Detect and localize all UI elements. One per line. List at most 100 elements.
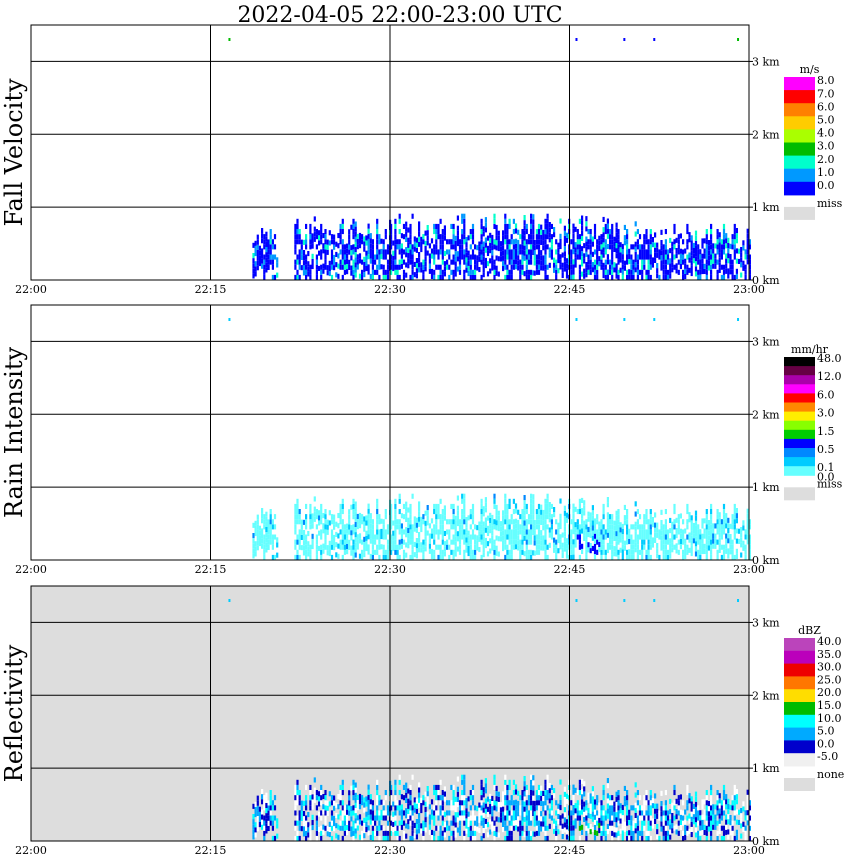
echo-cell xyxy=(367,534,370,540)
echo-cell xyxy=(705,229,708,235)
echo-cell xyxy=(517,260,520,266)
echo-cell xyxy=(300,529,303,535)
echo-cell xyxy=(378,820,381,826)
echo-cell xyxy=(452,259,455,265)
echo-cell xyxy=(675,824,678,830)
echo-cell xyxy=(448,810,451,816)
echo-cell xyxy=(521,264,524,270)
echo-cell xyxy=(701,830,704,836)
echo-cell xyxy=(688,517,691,523)
echo-cell xyxy=(296,274,299,280)
echo-cell xyxy=(527,815,531,821)
echo-cell xyxy=(343,249,346,255)
echo-cell xyxy=(328,826,331,832)
echo-cell xyxy=(731,805,734,811)
echo-cell xyxy=(530,810,533,816)
echo-cell xyxy=(619,522,622,528)
echo-cell xyxy=(365,250,368,256)
echo-cell xyxy=(682,820,685,826)
echo-cell xyxy=(514,539,518,545)
echo-cell xyxy=(461,774,464,780)
echo-cell xyxy=(343,254,346,260)
echo-cell xyxy=(585,810,588,816)
echo-cell xyxy=(738,528,741,534)
echo-cell xyxy=(712,248,715,254)
echo-cell xyxy=(508,498,511,504)
echo-cell xyxy=(742,801,745,807)
echo-cell xyxy=(694,266,698,272)
echo-cell xyxy=(609,820,612,826)
echo-cell xyxy=(450,503,453,509)
echo-cell xyxy=(602,247,605,253)
echo-cell xyxy=(514,523,518,529)
echo-cell xyxy=(662,524,665,530)
echo-cell xyxy=(550,810,553,816)
echo-cell xyxy=(441,509,444,515)
echo-cell xyxy=(371,539,374,545)
echo-cell xyxy=(611,830,614,836)
echo-cell xyxy=(596,244,599,250)
echo-cell xyxy=(254,827,257,833)
echo-cell xyxy=(424,827,427,833)
echo-cell xyxy=(619,547,622,553)
echo-cell xyxy=(458,539,462,545)
echo-cell xyxy=(380,809,383,815)
echo-cell xyxy=(710,223,713,229)
echo-cell xyxy=(525,790,528,796)
echo-cell xyxy=(626,529,629,535)
echo-cell xyxy=(722,554,726,560)
echo-cell xyxy=(591,525,594,531)
echo-cell xyxy=(656,803,659,809)
echo-cell xyxy=(493,805,496,811)
echo-cell xyxy=(384,790,387,796)
echo-cell xyxy=(565,829,569,835)
echo-cell xyxy=(424,812,427,818)
echo-cell xyxy=(649,539,652,545)
echo-cell xyxy=(320,534,323,540)
echo-cell xyxy=(324,254,327,260)
echo-cell xyxy=(606,244,609,250)
echo-cell xyxy=(671,828,674,834)
echo-cell xyxy=(482,828,485,834)
echo-cell xyxy=(502,266,505,272)
echo-cell xyxy=(298,539,301,545)
echo-cell xyxy=(725,824,728,830)
echo-cell xyxy=(254,261,257,267)
echo-cell xyxy=(361,800,364,806)
echo-cell xyxy=(537,549,541,555)
echo-cell xyxy=(261,533,264,539)
echo-cell xyxy=(563,246,566,252)
echo-cell xyxy=(514,789,518,795)
echo-cell xyxy=(504,234,507,240)
echo-cell xyxy=(409,274,412,280)
echo-cell xyxy=(435,825,438,831)
echo-cell xyxy=(441,534,444,540)
echo-cell xyxy=(694,230,698,236)
echo-cell xyxy=(369,258,372,264)
echo-cell xyxy=(441,815,444,821)
echo-cell xyxy=(400,814,403,820)
echo-cell xyxy=(514,784,518,790)
echo-cell xyxy=(537,259,541,265)
echo-cell xyxy=(679,814,682,820)
colorbar-swatch xyxy=(784,155,815,170)
echo-cell xyxy=(443,541,446,547)
echo-cell xyxy=(415,824,418,830)
echo-cell xyxy=(641,830,644,836)
echo-cell xyxy=(714,814,717,820)
echo-cell xyxy=(563,261,566,267)
echo-cell xyxy=(398,524,401,530)
echo-cell xyxy=(422,795,425,801)
echo-cell xyxy=(636,229,639,235)
echo-cell xyxy=(669,273,672,279)
echo-cell xyxy=(537,790,541,796)
echo-cell xyxy=(525,784,528,790)
echo-cell xyxy=(390,825,393,831)
echo-cell xyxy=(333,234,336,240)
echo-cell xyxy=(480,779,483,785)
x-tick-label: 22:45 xyxy=(554,844,586,857)
echo-cell xyxy=(454,526,457,532)
echo-cell xyxy=(699,274,702,280)
echo-cell xyxy=(418,231,421,237)
echo-cell xyxy=(489,538,492,544)
